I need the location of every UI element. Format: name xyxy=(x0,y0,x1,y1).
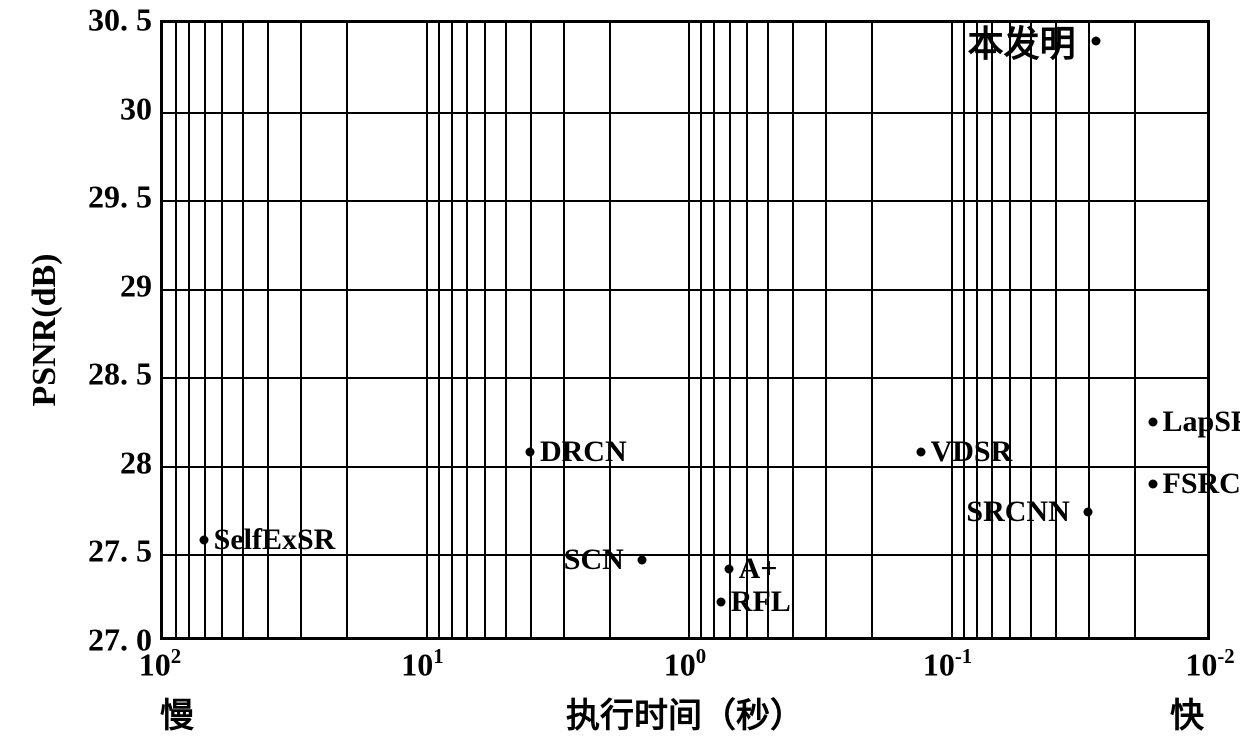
data-point xyxy=(525,447,534,456)
data-point xyxy=(724,564,733,573)
gridline-v-minor xyxy=(505,23,507,637)
data-point-label: VDSR xyxy=(931,435,1013,469)
data-point-label: SCN xyxy=(564,543,624,577)
gridline-v-minor xyxy=(1055,23,1057,637)
y-tick-label: 30. 5 xyxy=(88,2,160,39)
y-tick-label: 28 xyxy=(120,444,160,481)
y-tick-label: 28. 5 xyxy=(88,356,160,393)
data-point xyxy=(1148,479,1157,488)
corner-label-fast: 快 xyxy=(1170,688,1204,737)
y-axis-label: PSNR(dB) xyxy=(26,253,64,406)
y-tick-label: 30 xyxy=(120,90,160,127)
data-point-label: RFL xyxy=(731,585,791,619)
data-point xyxy=(1091,36,1100,45)
gridline-v-minor xyxy=(451,23,453,637)
gridline-h xyxy=(163,377,1207,379)
gridline-v-minor xyxy=(825,23,827,637)
gridline-h xyxy=(163,466,1207,468)
gridline-v-minor xyxy=(767,23,769,637)
gridline-v-minor xyxy=(976,23,978,637)
gridline-v-major xyxy=(951,23,953,637)
gridline-v-minor xyxy=(346,23,348,637)
gridline-v-minor xyxy=(1030,23,1032,637)
plot-area: SelfExSRDRCNSCNA+RFLVDSRSRCNNFSRCNNLapSR… xyxy=(160,20,1210,640)
gridline-v-minor xyxy=(792,23,794,637)
corner-label-slow: 慢 xyxy=(160,688,194,737)
data-point xyxy=(1148,417,1157,426)
gridline-v-minor xyxy=(530,23,532,637)
gridline-v-minor xyxy=(188,23,190,637)
chart-stage: SelfExSR DRCN SCN A+RFL VDSR SRCNN FSRCNN LapSR… xyxy=(0,0,1240,741)
gridline-v-minor xyxy=(204,23,206,637)
x-axis-label: 执行时间（秒） xyxy=(566,688,804,737)
gridline-v-minor xyxy=(729,23,731,637)
gridline-v-minor xyxy=(991,23,993,637)
gridline-v-minor xyxy=(746,23,748,637)
gridline-v-minor xyxy=(484,23,486,637)
x-tick-label: 100 xyxy=(664,646,706,684)
x-tick-label: 102 xyxy=(139,646,181,684)
gridline-v-major xyxy=(688,23,690,637)
gridline-v-minor xyxy=(466,23,468,637)
gridline-v-minor xyxy=(1009,23,1011,637)
data-point xyxy=(637,555,646,564)
data-point-label: SRCNN xyxy=(966,495,1069,529)
data-point-label: DRCN xyxy=(540,435,627,469)
y-tick-label: 29. 5 xyxy=(88,179,160,216)
gridline-v-minor xyxy=(713,23,715,637)
gridline-v-major xyxy=(426,23,428,637)
y-tick-label: 27. 5 xyxy=(88,533,160,570)
gridline-h xyxy=(163,289,1207,291)
gridline-h xyxy=(163,112,1207,114)
data-point xyxy=(916,447,925,456)
data-point-label: 本发明 xyxy=(968,15,1076,67)
data-point xyxy=(199,536,208,545)
data-point xyxy=(716,598,725,607)
gridline-h xyxy=(163,200,1207,202)
x-tick-label: 10-1 xyxy=(923,646,972,684)
data-point-label: LapSRN xyxy=(1163,405,1240,439)
gridline-v-minor xyxy=(175,23,177,637)
y-tick-label: 29 xyxy=(120,267,160,304)
gridline-v-minor xyxy=(963,23,965,637)
x-tick-label: 101 xyxy=(401,646,443,684)
data-point-label: SelfExSR xyxy=(214,523,336,557)
data-point-label: A+ xyxy=(739,552,778,586)
data-point-label: FSRCNN xyxy=(1163,467,1240,501)
gridline-v-minor xyxy=(871,23,873,637)
gridline-v-minor xyxy=(700,23,702,637)
gridline-v-minor xyxy=(1088,23,1090,637)
gridline-v-minor xyxy=(1134,23,1136,637)
x-tick-label: 10-2 xyxy=(1185,646,1234,684)
data-point xyxy=(1083,507,1092,516)
gridline-v-minor xyxy=(438,23,440,637)
